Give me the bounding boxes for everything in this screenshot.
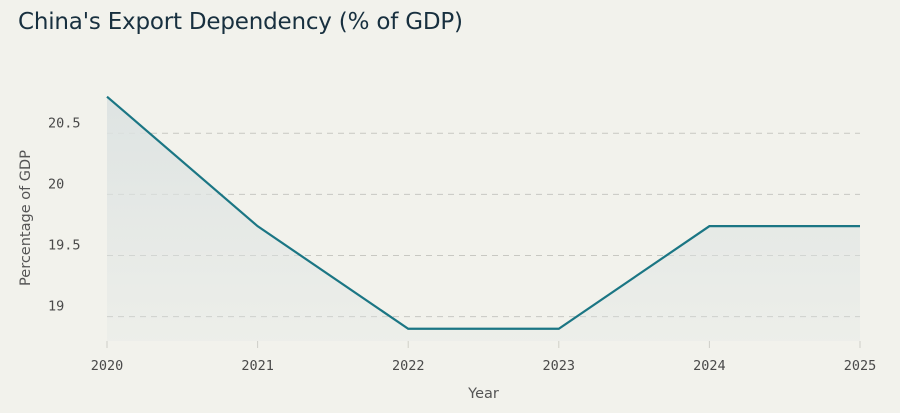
x-tick-label: 2022 [392,358,425,374]
x-tick-label: 2020 [91,358,124,374]
area-fill [107,96,860,341]
data-point [406,327,410,331]
data-point [557,327,561,331]
y-tick-label: 20 [48,176,64,192]
x-tick-label: 2024 [693,358,726,374]
data-point [858,224,862,228]
y-tick-label: 20.5 [48,115,81,131]
y-tick-label: 19.5 [48,237,81,253]
y-tick-label: 19 [48,299,64,315]
chart-title: China's Export Dependency (% of GDP) [18,9,463,35]
series-line [106,95,860,330]
data-point [707,224,711,228]
x-tick-label: 2025 [844,358,877,374]
data-point [105,95,109,99]
data-point [256,224,260,228]
x-tick-label: 2023 [543,358,576,374]
y-axis-title: Percentage of GDP [18,150,34,286]
x-axis-title: Year [467,386,499,402]
x-tick-label: 2021 [241,358,274,374]
